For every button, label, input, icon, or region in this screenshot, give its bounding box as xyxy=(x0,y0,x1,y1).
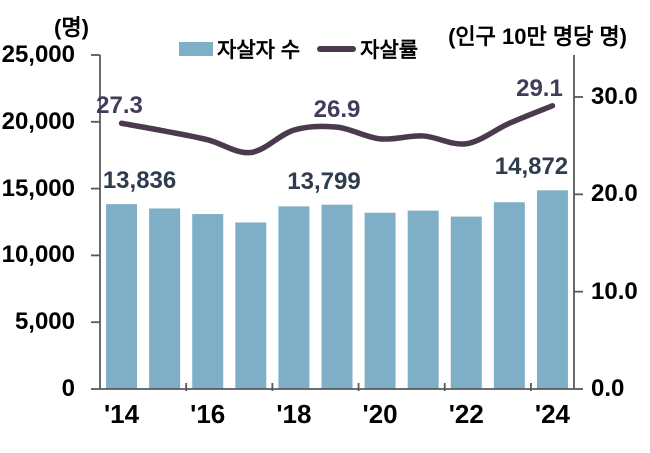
y-axis-tick-label-left: 15,000 xyxy=(1,174,75,202)
legend-item-suicide-count: 자살자 수 xyxy=(179,34,300,64)
bar-15 xyxy=(149,208,181,389)
x-axis-tick-label: '24 xyxy=(534,399,571,429)
legend-item-suicide-rate: 자살률 xyxy=(317,34,418,64)
line-value-label: 27.3 xyxy=(96,92,143,120)
legend-bar-swatch-icon xyxy=(179,42,213,56)
left-axis-unit-label: (명) xyxy=(54,15,89,40)
bar-20 xyxy=(364,212,396,389)
line-value-label: 26.9 xyxy=(313,96,361,124)
y-axis-tick-label-right: 30.0 xyxy=(591,83,638,110)
bar-17 xyxy=(235,222,267,389)
x-axis-tick-label: '22 xyxy=(448,399,484,429)
bar-24 xyxy=(536,190,568,389)
x-axis-tick-label: '18 xyxy=(276,399,312,429)
bar-value-label: 13,836 xyxy=(102,167,177,195)
bar-23 xyxy=(493,202,525,389)
y-axis-tick-label-left: 0 xyxy=(61,375,75,402)
x-axis-tick-label: '20 xyxy=(362,399,398,429)
legend-line-swatch-icon xyxy=(317,46,357,52)
legend-line-label: 자살률 xyxy=(360,39,419,62)
bar-value-label: 14,872 xyxy=(494,153,569,181)
bar-22 xyxy=(450,216,482,389)
suicide-rate-line xyxy=(118,103,556,156)
y-axis-tick-label-left: 10,000 xyxy=(1,241,75,269)
y-axis-tick-label-left: 25,000 xyxy=(1,41,75,68)
bar-18 xyxy=(278,206,310,389)
bar-value-label: 13,799 xyxy=(287,167,361,195)
y-axis-tick-label-left: 5,000 xyxy=(14,308,75,336)
bar-21 xyxy=(407,210,439,389)
legend-bar-label: 자살자 수 xyxy=(217,39,301,62)
line-value-label: 29.1 xyxy=(516,74,563,102)
y-axis-tick-label-right: 10.0 xyxy=(591,277,638,305)
right-axis-unit-label: (인구 10만 명당 명) xyxy=(448,24,627,49)
legend: 자살자 수 자살률 xyxy=(179,34,418,64)
bar-16 xyxy=(192,214,224,389)
bar-14 xyxy=(106,204,138,389)
x-axis-tick-label: '14 xyxy=(103,399,140,429)
y-axis-tick-label-left: 20,000 xyxy=(1,107,75,135)
y-axis-tick-label-right: 0.0 xyxy=(591,375,625,402)
y-axis-tick-label-right: 20.0 xyxy=(591,180,638,208)
bar-19 xyxy=(321,204,353,389)
x-axis-tick-label: '16 xyxy=(190,399,226,429)
